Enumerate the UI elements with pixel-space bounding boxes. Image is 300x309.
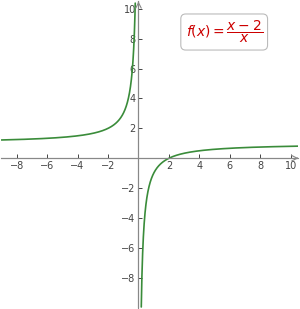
Text: $f(x) = \dfrac{x-2}{x}$: $f(x) = \dfrac{x-2}{x}$ bbox=[186, 19, 263, 45]
